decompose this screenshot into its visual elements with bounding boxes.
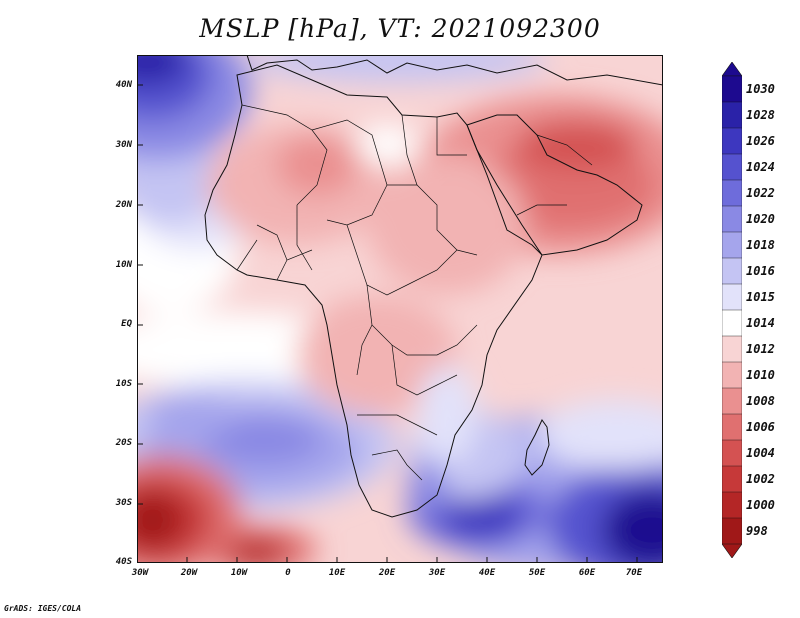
colorbar-label: 1022 xyxy=(746,186,775,200)
colorbar-swatch xyxy=(722,127,742,155)
colorbar-swatch xyxy=(722,257,742,285)
colorbar xyxy=(722,62,742,558)
colorbar-swatch xyxy=(722,101,742,129)
colorbar-bottom-arrow xyxy=(722,543,742,558)
colorbar-swatch xyxy=(722,75,742,103)
colorbar-label: 1024 xyxy=(746,160,775,174)
lon-label: 0 xyxy=(285,568,291,578)
lon-label: 70E xyxy=(625,568,643,578)
map-title: MSLP [hPa], VT: 2021092300 xyxy=(199,14,601,43)
colorbar-label: 1006 xyxy=(746,420,775,434)
colorbar-swatch xyxy=(722,465,742,493)
pressure-map xyxy=(137,55,663,563)
colorbar-swatch xyxy=(722,153,742,181)
colorbar-swatch xyxy=(722,517,742,545)
colorbar-swatch xyxy=(722,491,742,519)
colorbar-swatch xyxy=(722,439,742,467)
madagascar-coastline xyxy=(524,419,550,476)
colorbar-label: 1012 xyxy=(746,342,775,356)
colorbar-label: 1016 xyxy=(746,264,775,278)
colorbar-label: 1020 xyxy=(746,212,775,226)
colorbar-swatch xyxy=(722,309,742,337)
map-frame xyxy=(137,55,663,563)
field-blobs xyxy=(137,55,663,563)
colorbar-label: 1002 xyxy=(746,472,775,486)
colorbar-swatch xyxy=(722,361,742,389)
arabia-coastline xyxy=(466,114,643,256)
lon-label: 60E xyxy=(578,568,596,578)
lon-label: 30E xyxy=(428,568,446,578)
map-canvas xyxy=(137,55,663,563)
colorbar-label: 1028 xyxy=(746,108,775,122)
colorbar-swatch xyxy=(722,413,742,441)
colorbar-swatch xyxy=(722,283,742,311)
lat-label: 30S xyxy=(115,498,132,508)
lon-label: 30W xyxy=(131,568,149,578)
lat-label: 10S xyxy=(115,379,132,389)
lon-label: 40E xyxy=(478,568,496,578)
lon-label: 20W xyxy=(180,568,198,578)
africa-coastline xyxy=(204,64,543,518)
europe-coastline xyxy=(246,55,663,86)
colorbar-swatch xyxy=(722,387,742,415)
credit-text: GrADS: IGES/COLA xyxy=(4,604,82,613)
colorbar-swatch xyxy=(722,179,742,207)
colorbar-top-arrow xyxy=(722,62,742,77)
colorbar-swatch xyxy=(722,231,742,259)
lon-label: 20E xyxy=(378,568,396,578)
colorbar-label: 1000 xyxy=(746,498,775,512)
lat-label: 20N xyxy=(115,200,132,210)
lon-label: 50E xyxy=(528,568,546,578)
colorbar-label: 1030 xyxy=(746,82,775,96)
colorbar-label: 1014 xyxy=(746,316,775,330)
lon-label: 10W xyxy=(230,568,248,578)
colorbar-swatch xyxy=(722,205,742,233)
lon-label: 10E xyxy=(328,568,346,578)
colorbar-label: 1004 xyxy=(746,446,775,460)
colorbar-label: 1018 xyxy=(746,238,775,252)
country-borders xyxy=(236,104,593,481)
lat-label: 20S xyxy=(115,438,132,448)
lat-label: EQ xyxy=(121,319,132,329)
colorbar-label: 1015 xyxy=(746,290,775,304)
colorbar-swatch xyxy=(722,335,742,363)
colorbar-label: 1026 xyxy=(746,134,775,148)
lat-label: 40N xyxy=(115,80,132,90)
lat-label: 40S xyxy=(115,557,132,567)
colorbar-label: 1010 xyxy=(746,368,775,382)
colorbar-label: 1008 xyxy=(746,394,775,408)
colorbar-label: 998 xyxy=(746,524,768,538)
lat-label: 30N xyxy=(115,140,132,150)
lat-label: 10N xyxy=(115,260,132,270)
